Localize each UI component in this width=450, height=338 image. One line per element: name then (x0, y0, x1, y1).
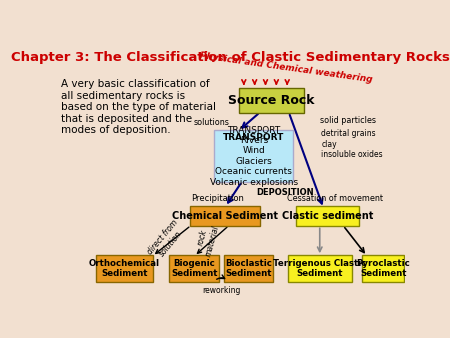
Text: Physical and Chemical weathering: Physical and Chemical weathering (198, 51, 373, 84)
FancyBboxPatch shape (224, 256, 273, 282)
FancyBboxPatch shape (96, 256, 153, 282)
Text: Cessation of movement: Cessation of movement (287, 194, 383, 203)
Text: detrital grains
clay
insoluble oxides: detrital grains clay insoluble oxides (321, 129, 383, 159)
FancyBboxPatch shape (214, 130, 293, 182)
Text: Orthochemical
Sediment: Orthochemical Sediment (89, 259, 160, 278)
Text: Bioclastic
Sediment: Bioclastic Sediment (225, 259, 272, 278)
Text: A very basic classification of
all sedimentary rocks is
based on the type of mat: A very basic classification of all sedim… (61, 79, 216, 136)
Text: Pyroclastic
Sediment: Pyroclastic Sediment (356, 259, 410, 278)
FancyBboxPatch shape (296, 206, 359, 226)
Text: TRANSPORT: TRANSPORT (223, 133, 284, 142)
Text: Chapter 3: The Classification of Clastic Sedimentary Rocks: Chapter 3: The Classification of Clastic… (11, 51, 450, 64)
FancyBboxPatch shape (362, 256, 404, 282)
Text: Source Rock: Source Rock (229, 94, 315, 107)
Text: solid particles: solid particles (320, 116, 376, 125)
Text: TRANSPORT
Rivers
Wind
Glaciers
Oceanic currents
Volcanic explosions: TRANSPORT Rivers Wind Glaciers Oceanic c… (210, 125, 298, 187)
FancyBboxPatch shape (169, 256, 219, 282)
Text: direct from
solution: direct from solution (146, 218, 188, 263)
Text: Biogenic
Sediment: Biogenic Sediment (171, 259, 217, 278)
Text: Terrigenous Clastic
Sediment: Terrigenous Clastic Sediment (273, 259, 366, 278)
FancyBboxPatch shape (239, 88, 304, 113)
Text: solutions: solutions (194, 118, 229, 127)
Text: Clastic sediment: Clastic sediment (282, 211, 373, 221)
Text: DEPOSITION: DEPOSITION (256, 188, 314, 197)
FancyBboxPatch shape (190, 206, 260, 226)
Text: reworking: reworking (202, 286, 240, 294)
Text: Precipitation: Precipitation (191, 194, 244, 203)
Text: rock
material: rock material (194, 221, 221, 257)
Text: Chemical Sediment: Chemical Sediment (172, 211, 278, 221)
FancyBboxPatch shape (288, 256, 351, 282)
